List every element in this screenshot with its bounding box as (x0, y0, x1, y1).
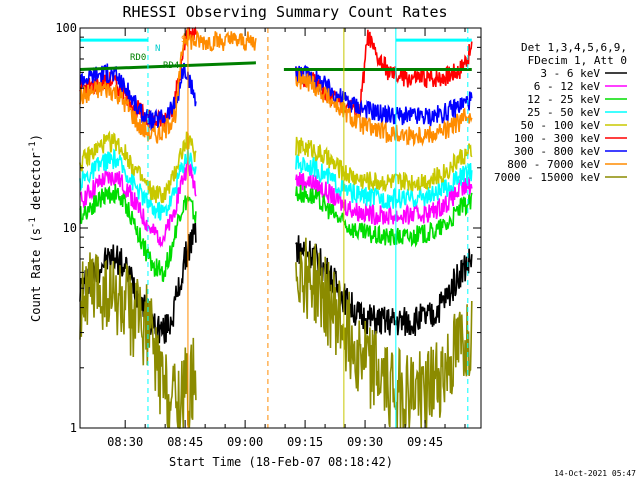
y-tick-label-2: 100 (55, 21, 77, 35)
legend-header-line-1: Det 1,3,4,5,6,9, (521, 41, 627, 54)
chart-title: RHESSI Observing Summary Count Rates (122, 3, 447, 21)
y-axis-label: Count Rate (s-1 detector-1) (28, 134, 43, 322)
series-line-25-50-kev-0 (79, 148, 197, 221)
series-line-6-12-kev-0 (79, 157, 197, 248)
plot-series (79, 26, 473, 429)
y-axis-ticks: 1 10 100 (55, 21, 481, 435)
annotation-rd4: RD4 (163, 61, 179, 71)
series-line-7000-15000-kev-0 (79, 252, 197, 429)
series-line-800-7000-kev-1 (295, 70, 473, 147)
series-line-50-100-kev-1 (295, 136, 473, 192)
plot-annotations: N RD0 RD4 S (130, 35, 186, 71)
series-line-300-800-kev-1 (295, 64, 473, 127)
x-tick-label-3: 09:15 (287, 435, 323, 449)
series-line-6-12-kev-1 (295, 172, 473, 226)
legend: Det 1,3,4,5,6,9, FDecim 1, Att 0 3 - 6 k… (494, 41, 627, 184)
x-tick-label-2: 09:00 (227, 435, 263, 449)
x-tick-label-0: 08:30 (107, 435, 143, 449)
y-tick-label-1: 10 (63, 221, 77, 235)
series-line-25-50-kev-1 (295, 154, 473, 209)
annotation-saa: S (181, 35, 186, 45)
timestamp: 14-Oct-2021 05:47 (554, 469, 636, 478)
series-line-50-100-kev-0 (79, 130, 197, 204)
legend-header-line-2: FDecim 1, Att 0 (528, 54, 627, 67)
series-line-detector-thresholds-0 (79, 61, 256, 71)
annotation-rd0: RD0 (130, 53, 146, 63)
x-tick-label-1: 08:45 (167, 435, 203, 449)
x-tick-label-5: 09:45 (407, 435, 443, 449)
x-axis-label: Start Time (18-Feb-07 08:18:42) (169, 455, 393, 469)
series-line-800-7000-kev-0 (79, 28, 257, 144)
legend-label-1: 6 - 12 keV (534, 80, 601, 93)
legend-label-7: 800 - 7000 keV (507, 158, 600, 171)
plot-vlines (147, 28, 469, 428)
legend-label-5: 100 - 300 keV (514, 132, 600, 145)
x-axis-ticks: 08:30 08:45 09:00 09:15 09:30 09:45 (107, 28, 466, 449)
legend-label-6: 300 - 800 keV (514, 145, 600, 158)
series-line-7000-15000-kev-1 (295, 237, 473, 429)
y-tick-label-0: 1 (70, 421, 77, 435)
x-tick-label-4: 09:30 (347, 435, 383, 449)
legend-label-2: 12 - 25 keV (527, 93, 600, 106)
legend-label-0: 3 - 6 keV (540, 67, 600, 80)
legend-label-3: 25 - 50 keV (527, 106, 600, 119)
series-line-12-25-kev-0 (79, 183, 197, 283)
series-line-12-25-kev-1 (295, 184, 473, 248)
legend-label-4: 50 - 100 keV (521, 119, 601, 132)
legend-label-8: 7000 - 15000 keV (494, 171, 600, 184)
annotation-night: N (155, 44, 160, 54)
